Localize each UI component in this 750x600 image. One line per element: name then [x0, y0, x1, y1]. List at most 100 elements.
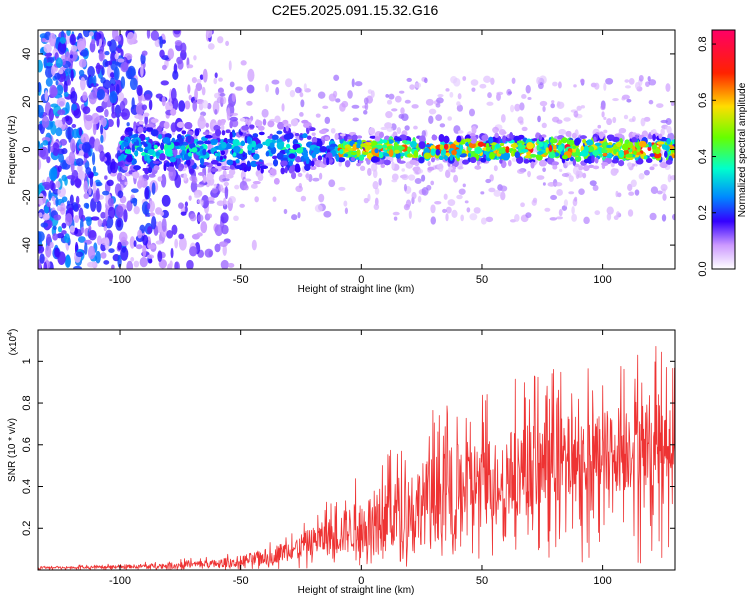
- spectrogram-cell: [87, 66, 95, 78]
- y-tick-label: -20: [21, 189, 33, 205]
- spectrogram-cell: [486, 101, 494, 106]
- spectrogram-cell: [39, 146, 49, 160]
- spectrogram-cell: [120, 61, 129, 73]
- spectrogram-cell: [38, 230, 42, 244]
- spectrogram-cells: [38, 30, 675, 269]
- spectrogram-cell: [194, 194, 201, 199]
- spectrogram-cell: [483, 75, 492, 84]
- spectrogram-cell: [247, 68, 255, 82]
- spectrogram-cell: [618, 160, 625, 167]
- spectrogram-cell: [91, 112, 100, 125]
- spectrogram-cell: [502, 131, 507, 135]
- spectrogram-cell: [594, 142, 602, 146]
- spectrogram-cell: [145, 137, 150, 141]
- spectrogram-cell: [187, 84, 191, 94]
- spectrogram-cell: [592, 165, 600, 170]
- spectrogram-cell: [645, 158, 653, 163]
- spectrogram-cell: [613, 148, 617, 155]
- spectrogram-cell: [229, 116, 238, 122]
- spectrogram-cell: [170, 122, 177, 133]
- spectrogram-cell: [648, 79, 657, 86]
- spectrogram-cell: [102, 219, 107, 227]
- spectrogram-cell: [395, 152, 401, 159]
- spectrogram-cell: [594, 82, 600, 90]
- spectrogram-cell: [191, 76, 197, 84]
- spectrogram-cell: [332, 90, 338, 98]
- spectrogram-cell: [438, 155, 445, 161]
- spectrogram-cell: [500, 191, 506, 201]
- spectrogram-cell: [104, 109, 109, 118]
- spectrogram-cell: [214, 72, 218, 79]
- spectrogram-cell: [181, 130, 187, 135]
- spectrogram-cell: [362, 151, 369, 156]
- y-tick-label: 0.6: [21, 437, 33, 452]
- spectrogram-cell: [169, 260, 173, 269]
- spectrogram-cell: [544, 207, 551, 212]
- spectrogram-cell: [253, 153, 260, 160]
- colorbar-tick-label: 0.2: [697, 205, 709, 220]
- spectrogram-cell: [151, 216, 157, 230]
- spectrogram-cell: [554, 182, 563, 187]
- spectrogram-cell: [224, 186, 229, 200]
- spectrogram-cell: [61, 174, 68, 182]
- spectrogram-cell: [172, 141, 181, 146]
- spectrogram-cell: [662, 193, 667, 201]
- spectrogram-cell: [144, 93, 152, 101]
- spectrogram-cell: [132, 197, 138, 207]
- spectrogram-cell: [295, 156, 302, 163]
- spectrogram-cell: [571, 213, 578, 222]
- spectrogram-cell: [583, 145, 589, 154]
- spectrogram-cell: [535, 153, 543, 161]
- spectrogram-cell: [133, 133, 139, 138]
- spectrogram-cell: [431, 134, 438, 141]
- spectrogram-cell: [460, 153, 467, 157]
- spectrogram-cell: [305, 156, 310, 165]
- spectrogram-cell: [51, 196, 56, 202]
- spectrogram-cell: [52, 225, 57, 231]
- spectrogram-cell: [624, 85, 632, 89]
- spectrogram-cell: [406, 146, 412, 153]
- spectrogram-cell: [166, 230, 174, 239]
- spectrogram-cell: [125, 138, 129, 142]
- spectrogram-cell: [160, 80, 169, 86]
- spectrogram-cell: [511, 77, 516, 84]
- spectrogram-cell: [93, 75, 97, 87]
- spectrogram-cell: [643, 155, 648, 160]
- spectrogram-cell: [42, 195, 47, 204]
- spectrogram-cell: [500, 142, 505, 146]
- spectrogram-cell: [207, 43, 215, 50]
- spectrogram-cell: [66, 30, 71, 37]
- spectrogram-cell: [572, 158, 576, 166]
- spectrogram-cell: [184, 201, 189, 207]
- spectrogram-cell: [425, 98, 434, 106]
- spectrogram-cell: [41, 37, 46, 43]
- spectrogram-cell: [509, 132, 514, 140]
- spectrogram-cell: [347, 147, 354, 151]
- spectrogram-cell: [660, 184, 668, 191]
- spectrogram-cell: [418, 156, 425, 164]
- spectrogram-cell: [221, 165, 227, 170]
- spectrogram-cell: [288, 167, 294, 174]
- spectrogram-cell: [469, 135, 477, 144]
- spectrogram-cell: [626, 98, 632, 103]
- spectrogram-cell: [228, 60, 232, 71]
- spectrogram-cell: [329, 146, 335, 151]
- spectrogram-cell: [176, 56, 183, 65]
- spectrogram-cell: [460, 214, 464, 222]
- spectrogram-cell: [222, 178, 230, 182]
- spectrogram-cell: [97, 218, 103, 228]
- spectrogram-cell: [229, 81, 235, 88]
- spectrogram-cell: [606, 212, 612, 221]
- spectrogram-cell: [368, 127, 376, 135]
- spectrogram-cell: [145, 155, 152, 161]
- spectrogram-cell: [121, 174, 125, 181]
- spectrogram-cell: [537, 115, 541, 123]
- spectrogram-cell: [495, 143, 501, 149]
- spectrogram-cell: [391, 179, 398, 183]
- spectrogram-cell: [458, 165, 464, 170]
- spectrogram-cell: [606, 134, 615, 140]
- spectrogram-cell: [386, 145, 393, 150]
- spectrogram-cell: [347, 90, 353, 99]
- spectrogram-cell: [229, 120, 233, 129]
- spectrogram-cell: [178, 202, 184, 209]
